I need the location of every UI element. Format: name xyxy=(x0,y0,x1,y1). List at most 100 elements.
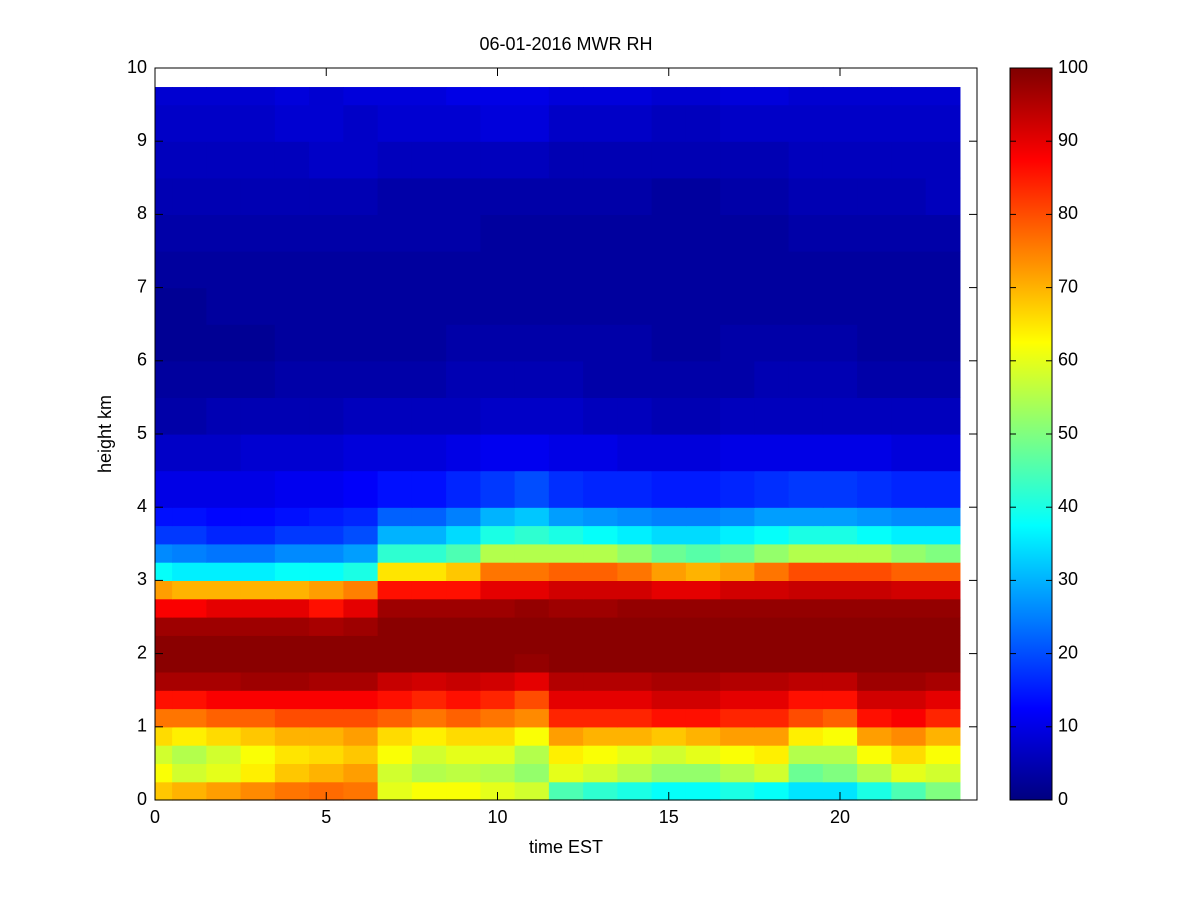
heatmap-cell xyxy=(172,635,207,655)
heatmap-cell xyxy=(514,726,550,746)
heatmap-cell xyxy=(240,525,276,545)
heatmap-cell xyxy=(274,543,310,563)
heatmap-cell xyxy=(822,87,858,106)
heatmap-cell xyxy=(720,653,755,673)
heatmap-cell xyxy=(446,360,481,398)
heatmap-cell xyxy=(720,87,755,106)
heatmap-cell xyxy=(822,543,858,563)
heatmap-cell xyxy=(514,177,550,215)
heatmap-cell xyxy=(155,598,173,618)
heatmap-cell xyxy=(274,324,310,362)
heatmap-cell xyxy=(343,360,379,398)
heatmap-cell xyxy=(343,434,379,472)
heatmap-cell xyxy=(822,397,858,435)
colorbar-tick-label: 60 xyxy=(1058,350,1078,370)
heatmap-cell xyxy=(309,653,344,673)
heatmap-cell xyxy=(720,251,755,289)
heatmap-cell xyxy=(480,671,516,691)
heatmap-cell xyxy=(446,141,481,179)
heatmap-cell xyxy=(446,708,481,728)
heatmap-cell xyxy=(822,580,858,600)
heatmap-cell xyxy=(309,580,344,600)
heatmap-cell xyxy=(583,397,618,435)
heatmap-cell xyxy=(857,617,892,636)
heatmap-cell xyxy=(617,177,653,215)
heatmap-cell xyxy=(685,726,721,746)
heatmap-cell xyxy=(480,251,516,289)
heatmap-cell xyxy=(274,781,310,801)
heatmap-cell xyxy=(206,525,242,545)
heatmap-cell xyxy=(411,251,447,289)
heatmap-cell xyxy=(343,324,379,362)
heatmap-cell xyxy=(891,617,927,636)
heatmap-cell xyxy=(446,251,481,289)
heatmap-cell xyxy=(240,653,276,673)
heatmap-cell xyxy=(925,745,961,764)
heatmap-cell xyxy=(685,141,721,179)
heatmap-cell xyxy=(309,214,344,252)
heatmap-cell xyxy=(411,653,447,673)
heatmap-cell xyxy=(788,543,824,563)
heatmap-cell xyxy=(617,671,653,691)
heatmap-cell xyxy=(857,360,892,398)
heatmap-cell xyxy=(857,635,892,655)
heatmap-cell xyxy=(411,87,447,106)
y-tick-label: 7 xyxy=(137,276,147,296)
heatmap-cell xyxy=(788,671,824,691)
heatmap-cell xyxy=(274,287,310,325)
heatmap-cell xyxy=(480,708,516,728)
heatmap-cell xyxy=(651,726,687,746)
heatmap-cell xyxy=(685,87,721,106)
heatmap-cell xyxy=(583,745,618,764)
heatmap-cell xyxy=(343,580,379,600)
y-tick-label: 9 xyxy=(137,130,147,150)
heatmap-cell xyxy=(240,745,276,764)
heatmap-cell xyxy=(274,708,310,728)
y-tick-label: 1 xyxy=(137,716,147,736)
heatmap-cell xyxy=(446,434,481,472)
heatmap-cell xyxy=(377,507,413,527)
heatmap-cell xyxy=(651,617,687,636)
heatmap-cell xyxy=(720,726,755,746)
heatmap-cell xyxy=(720,104,755,142)
heatmap-cell xyxy=(754,141,790,179)
heatmap-cell xyxy=(548,745,584,764)
heatmap-cell xyxy=(788,726,824,746)
heatmap-cell xyxy=(240,543,276,563)
heatmap-cell xyxy=(651,287,687,325)
heatmap-cell xyxy=(206,543,242,563)
heatmap-cell xyxy=(172,653,207,673)
heatmap-cell xyxy=(685,434,721,472)
heatmap-cell xyxy=(822,726,858,746)
heatmap-cell xyxy=(857,562,892,581)
heatmap-cell xyxy=(822,763,858,783)
heatmap-cell xyxy=(172,177,207,215)
heatmap-cell xyxy=(377,598,413,618)
heatmap-cell xyxy=(617,397,653,435)
heatmap-cell xyxy=(377,104,413,142)
heatmap-cell xyxy=(155,104,173,142)
heatmap-cell xyxy=(754,251,790,289)
heatmap-cell xyxy=(857,708,892,728)
heatmap-cell xyxy=(480,87,516,106)
heatmap-cell xyxy=(514,543,550,563)
heatmap-cell xyxy=(617,470,653,508)
heatmap-cell xyxy=(617,214,653,252)
heatmap-cell xyxy=(720,745,755,764)
heatmap-cell xyxy=(514,324,550,362)
heatmap-cell xyxy=(274,104,310,142)
heatmap-cell xyxy=(274,434,310,472)
heatmap-cell xyxy=(617,104,653,142)
heatmap-cell xyxy=(822,617,858,636)
heatmap-cell xyxy=(754,434,790,472)
heatmap-cell xyxy=(891,214,927,252)
heatmap-cell xyxy=(480,324,516,362)
heatmap-cell xyxy=(480,287,516,325)
heatmap-cell xyxy=(309,324,344,362)
heatmap-cell xyxy=(548,617,584,636)
heatmap-cell xyxy=(309,781,344,801)
heatmap-cell xyxy=(206,104,242,142)
heatmap-cell xyxy=(309,397,344,435)
heatmap-cell xyxy=(274,214,310,252)
heatmap-cell xyxy=(788,562,824,581)
